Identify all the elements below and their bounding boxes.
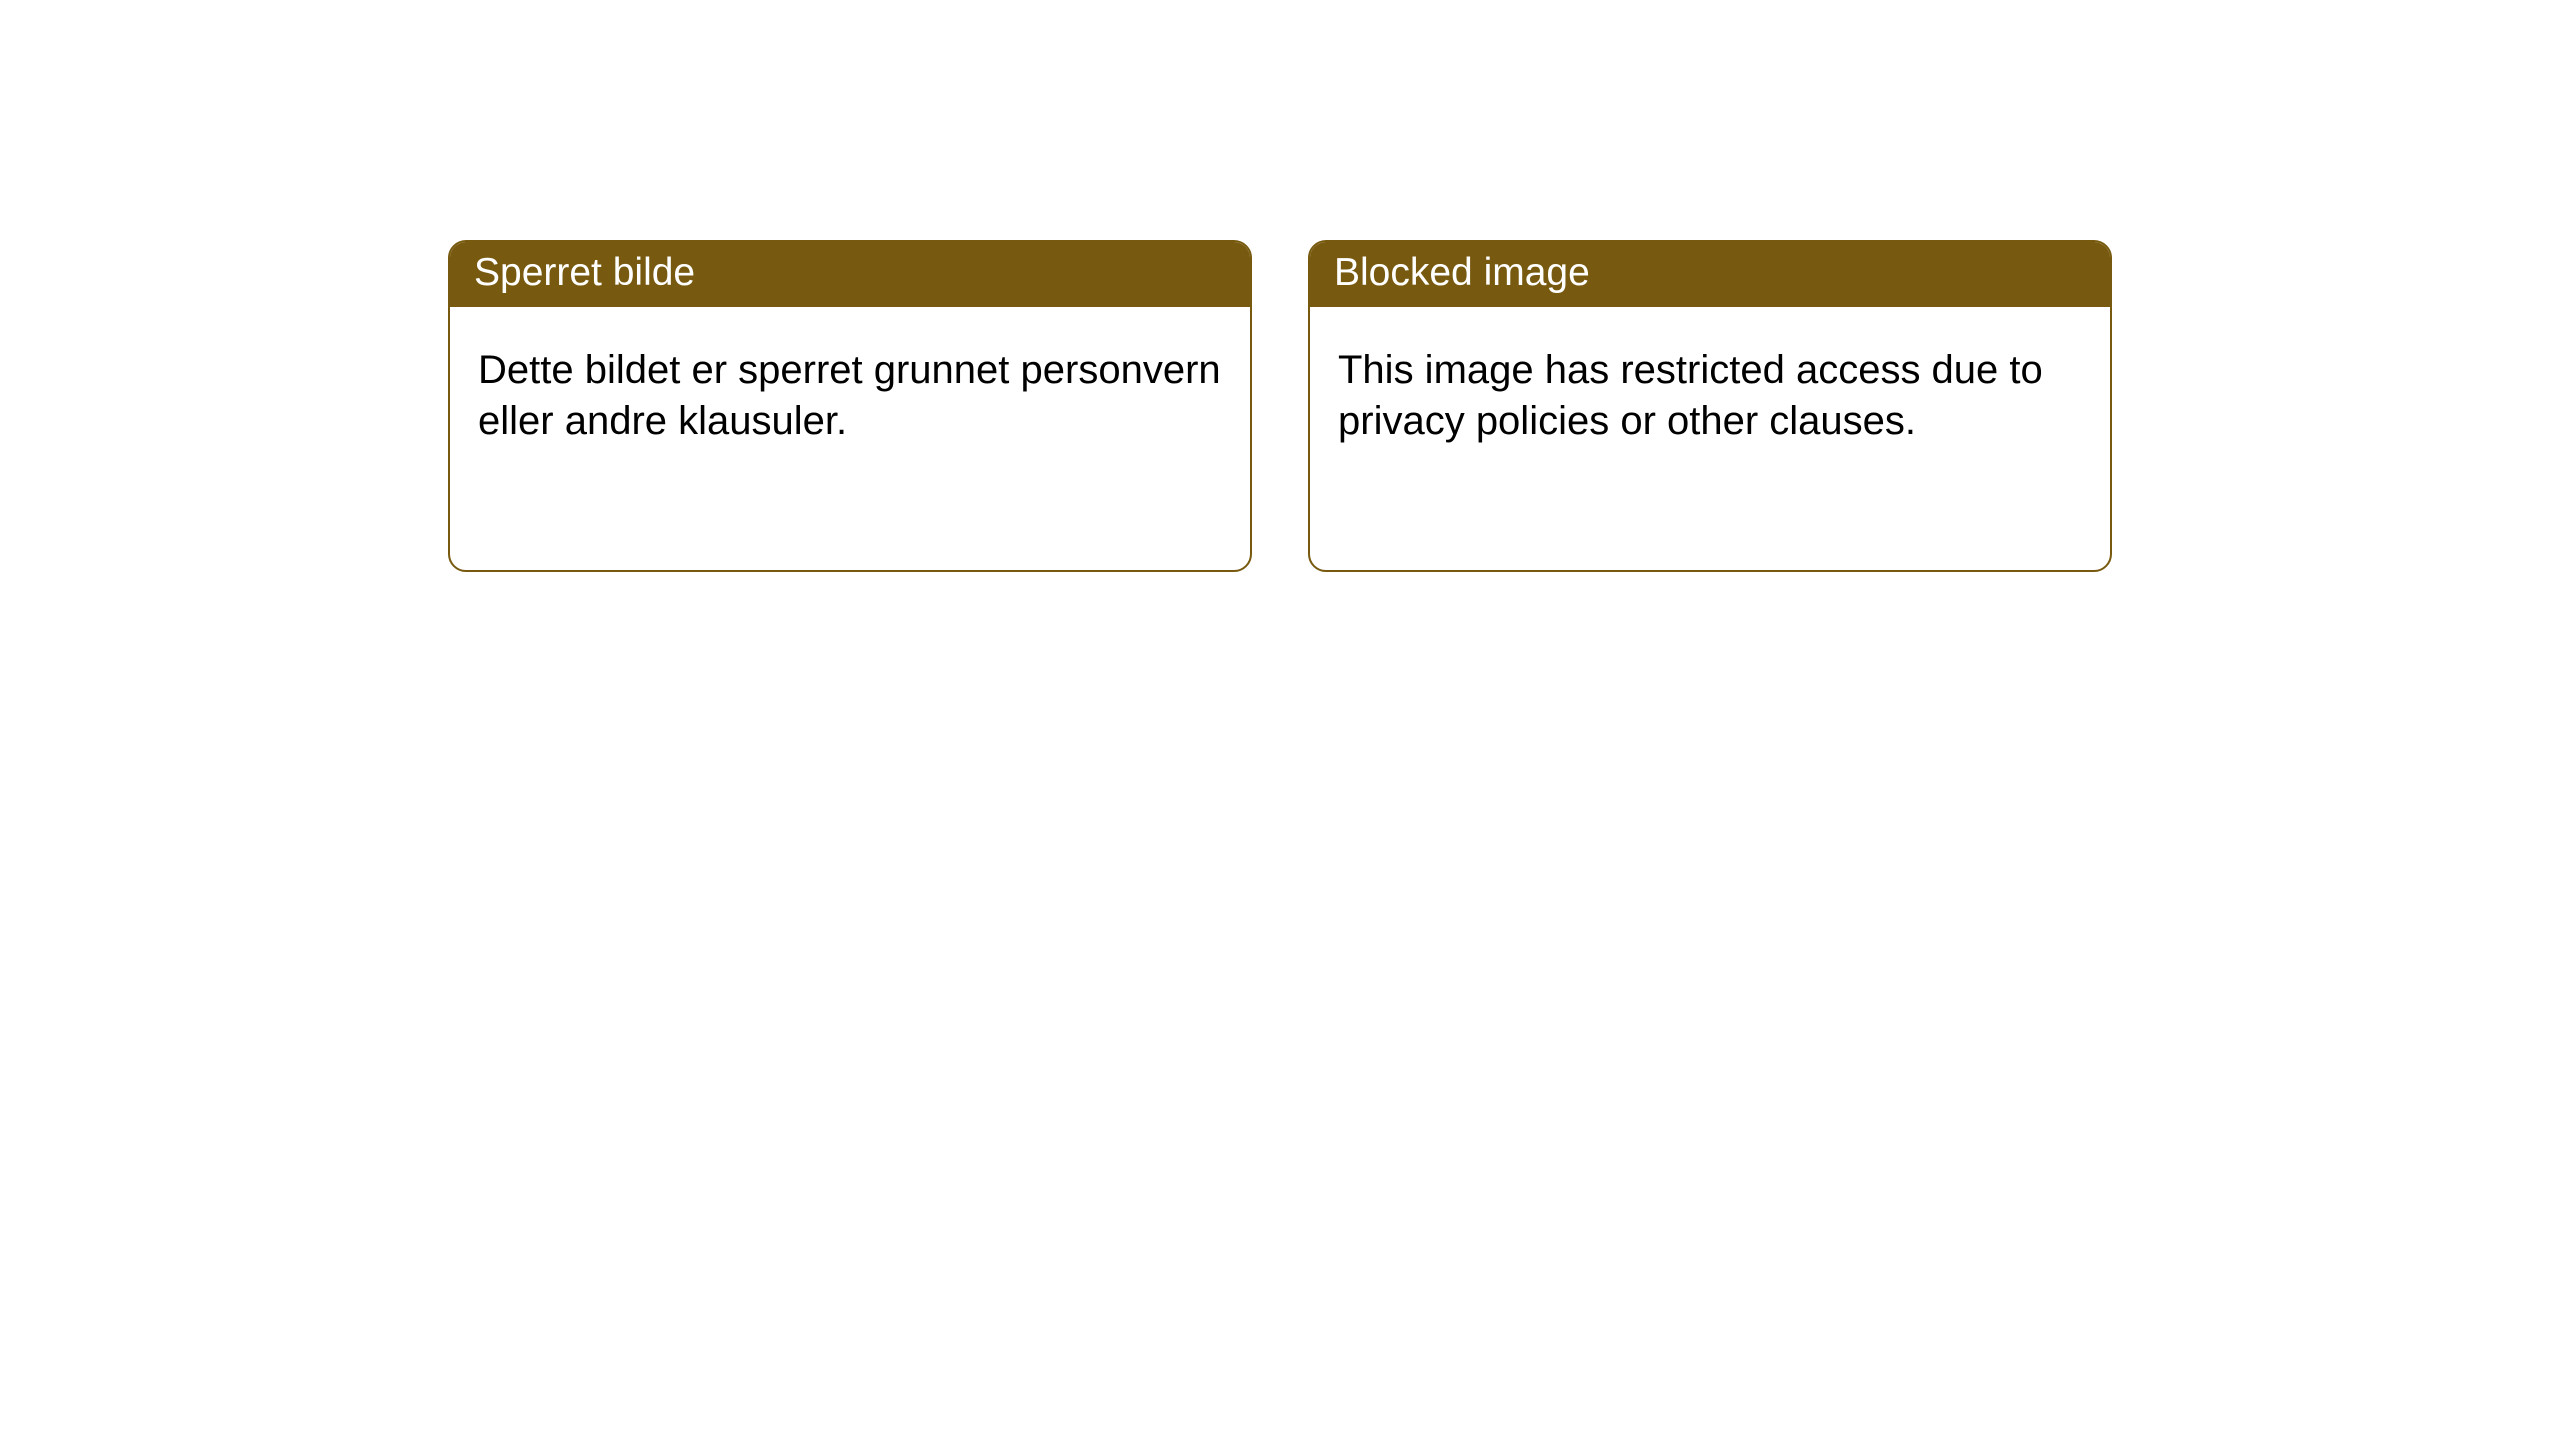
card-header: Blocked image (1310, 242, 2110, 307)
card-header: Sperret bilde (450, 242, 1250, 307)
card-message: Dette bildet er sperret grunnet personve… (478, 348, 1221, 443)
card-message: This image has restricted access due to … (1338, 348, 2043, 443)
blocked-image-card-en: Blocked image This image has restricted … (1308, 240, 2112, 572)
notice-container: Sperret bilde Dette bildet er sperret gr… (0, 0, 2560, 572)
blocked-image-card-no: Sperret bilde Dette bildet er sperret gr… (448, 240, 1252, 572)
card-body: This image has restricted access due to … (1310, 307, 2110, 475)
card-title: Blocked image (1334, 251, 1590, 294)
card-title: Sperret bilde (474, 251, 695, 294)
card-body: Dette bildet er sperret grunnet personve… (450, 307, 1250, 475)
